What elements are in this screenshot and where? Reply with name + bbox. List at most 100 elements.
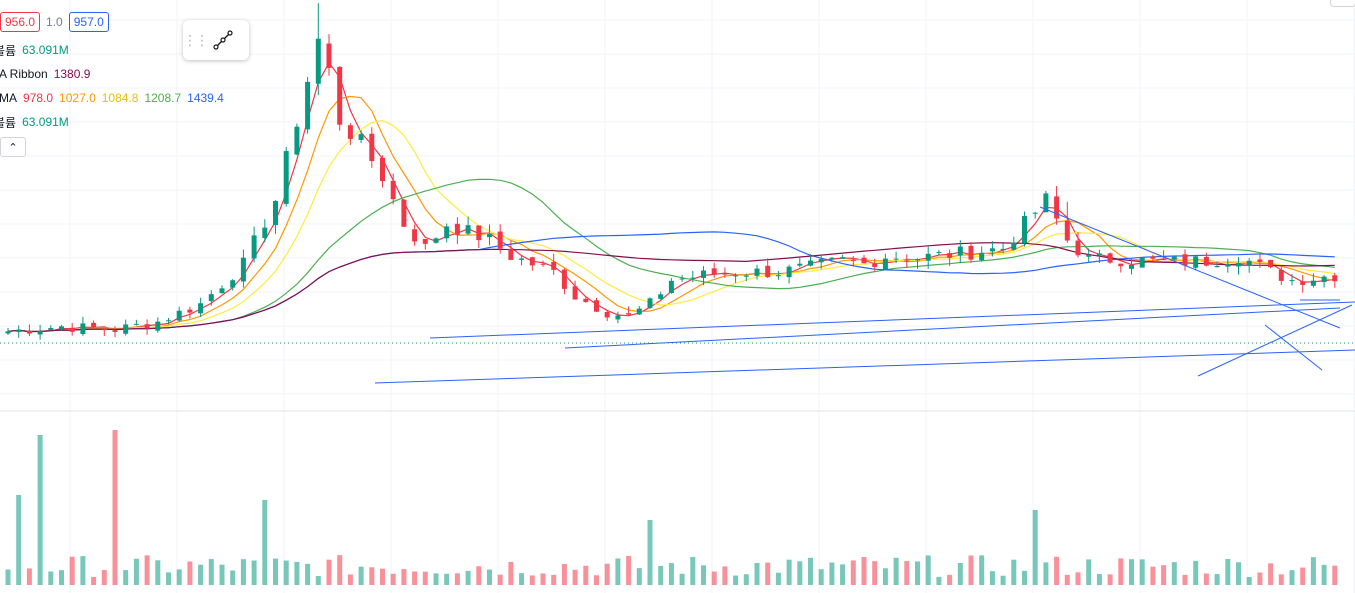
candle-body — [829, 257, 835, 259]
candle-body — [679, 278, 685, 280]
volume-bar — [1129, 559, 1134, 585]
legend-price-row: 956.0 1.0 957.0 — [0, 12, 109, 32]
volume-bar — [1161, 565, 1167, 585]
volume-bar — [1278, 574, 1284, 585]
candle-body — [1300, 281, 1306, 285]
candle-body — [390, 180, 396, 200]
volume-bar — [1225, 559, 1231, 585]
volume-bar — [497, 574, 503, 585]
volume-bar — [947, 574, 953, 585]
volume-bar — [326, 559, 332, 585]
volume-bar — [861, 557, 867, 585]
trend-lines — [374, 206, 1355, 384]
volume-label: 볼륨 — [0, 43, 17, 58]
candle-body — [808, 260, 813, 266]
volume-bar — [101, 570, 107, 585]
trend-line — [1197, 304, 1353, 377]
bid-price-box[interactable]: 956.0 — [0, 12, 41, 32]
volume-bar — [636, 568, 642, 585]
collapse-legend-button[interactable]: ⌃ — [0, 137, 26, 157]
volume-bar — [69, 556, 75, 585]
candle-body — [947, 253, 953, 258]
volume-bar — [230, 570, 236, 585]
volume-bar — [915, 561, 920, 585]
volume-bar — [840, 564, 846, 585]
candle-body — [187, 309, 193, 313]
volume-value: 63.091M — [22, 43, 69, 57]
volume-bar — [893, 557, 899, 585]
candle-body — [465, 225, 471, 234]
volume-bar — [1107, 574, 1113, 585]
volume-bar — [626, 556, 632, 585]
volume-bar — [1246, 576, 1252, 585]
drag-handle-icon[interactable]: ⋮⋮ — [183, 31, 209, 48]
volume-bar — [358, 566, 364, 585]
volume-bar — [1289, 570, 1295, 585]
volume-bar — [818, 569, 824, 585]
volume-bar — [850, 560, 856, 585]
candle-body — [915, 259, 920, 261]
volume-bar — [251, 560, 257, 585]
legend-volume-row[interactable]: 볼륨 63.091M — [0, 40, 75, 60]
volume-bar — [1171, 562, 1177, 585]
candle-body — [487, 234, 492, 238]
candle-body — [16, 329, 22, 332]
candle-body — [59, 326, 64, 330]
volume-bar — [572, 569, 578, 585]
volume-bar — [198, 564, 204, 585]
candle-body — [283, 151, 289, 204]
candle-body — [743, 275, 749, 277]
volume-bar — [561, 564, 567, 585]
trend-line — [429, 301, 1355, 339]
candle-body — [497, 231, 503, 249]
candle-body — [1236, 263, 1241, 267]
legend-volume2-row[interactable]: 볼륨 63.091M — [0, 112, 75, 132]
sma-value-4: 1208.7 — [144, 91, 182, 105]
ribbon-label: MA Ribbon — [0, 67, 48, 81]
volume-bar — [433, 573, 439, 585]
volume-bar — [487, 569, 492, 585]
volume-bar — [155, 560, 161, 585]
candle-body — [380, 157, 385, 182]
candle-body — [925, 253, 931, 261]
candle-body — [1310, 280, 1316, 286]
candle-body — [347, 125, 353, 139]
volume-bar — [1182, 574, 1188, 585]
candle-body — [1161, 258, 1167, 261]
volume-bar — [283, 560, 289, 585]
candlesticks — [5, 3, 1338, 340]
volume-bar — [1022, 570, 1027, 585]
candle-body — [1193, 256, 1199, 268]
candle-body — [326, 43, 332, 68]
volume-bar — [337, 555, 343, 585]
candle-body — [572, 286, 578, 300]
candle-body — [101, 329, 107, 331]
volume-bar — [1118, 558, 1124, 585]
volume-bar — [37, 435, 43, 585]
volume-bar — [1139, 559, 1145, 585]
candle-body — [765, 265, 771, 278]
candle-body — [1182, 254, 1188, 266]
volume-bar — [305, 563, 311, 585]
volume-bar — [1064, 574, 1070, 585]
candle-body — [529, 257, 535, 266]
candle-body — [1129, 265, 1134, 269]
candle-body — [198, 303, 204, 314]
ask-price-box[interactable]: 957.0 — [68, 12, 109, 32]
volume-bar — [604, 563, 610, 585]
volume-bar — [1257, 572, 1263, 585]
volume-bar — [208, 559, 214, 585]
candle-body — [882, 258, 888, 270]
candle-body — [1246, 260, 1252, 266]
drawing-toolbar[interactable]: ⋮⋮ — [183, 20, 249, 60]
legend-ribbon-row[interactable]: MA Ribbon 1380.9 — [0, 64, 96, 84]
trend-line-tool-button[interactable] — [205, 24, 241, 56]
legend-sma-row[interactable]: SMA 978.0 1027.0 1084.8 1208.7 1439.4 — [0, 88, 230, 108]
sma-line-4 — [7, 178, 1335, 333]
volume-bar — [754, 562, 760, 585]
volume-bar — [797, 561, 803, 585]
candle-body — [936, 251, 942, 253]
volume-bar — [594, 575, 599, 585]
candle-body — [401, 199, 407, 227]
